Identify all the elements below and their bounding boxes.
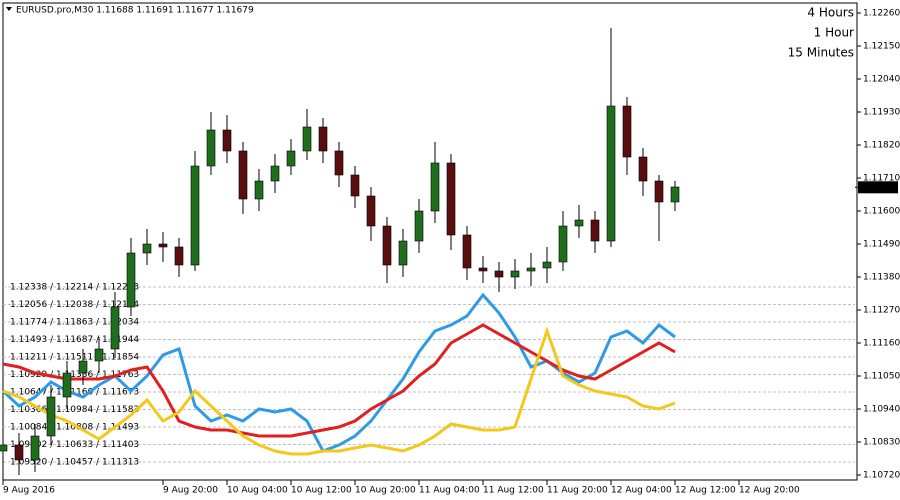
legend-label: 4 Hours bbox=[807, 6, 854, 20]
candle-body bbox=[494, 270, 504, 278]
candle-body bbox=[510, 270, 520, 278]
level-label: 1.12338 / 1.12214 / 1.12213 bbox=[10, 283, 139, 293]
candle-body bbox=[670, 186, 680, 203]
x-tick-label: 11 Aug 20:00 bbox=[547, 486, 608, 496]
level-label: 1.11774 / 1.11863 / 1.12034 bbox=[10, 318, 139, 328]
candle-body bbox=[526, 267, 536, 272]
level-label: 1.09520 / 1.10457 / 1.11313 bbox=[10, 458, 139, 468]
x-tick-label: 9 Aug 20:00 bbox=[163, 486, 218, 496]
candle-body bbox=[622, 105, 632, 158]
candle-body bbox=[270, 165, 280, 182]
last-price-label: 1.11679 bbox=[861, 183, 898, 193]
chart-title: EURUSD.pro,M30 1.11688 1.11691 1.11677 1… bbox=[16, 6, 254, 16]
candle-body bbox=[446, 162, 456, 236]
candle-body bbox=[46, 396, 56, 437]
candle-body bbox=[158, 243, 168, 248]
candle-body bbox=[62, 372, 72, 398]
candle-body bbox=[638, 156, 648, 182]
candle-body bbox=[398, 240, 408, 266]
level-label: 1.10929 / 1.11336 / 1.11763 bbox=[10, 370, 139, 380]
candle-body bbox=[78, 360, 88, 374]
candle-body bbox=[590, 219, 600, 242]
y-tick-label: 1.11600 bbox=[863, 207, 900, 217]
menu-arrow[interactable] bbox=[6, 7, 12, 11]
candle-body bbox=[558, 225, 568, 263]
candle-body bbox=[110, 306, 120, 350]
candle-body bbox=[142, 243, 152, 254]
x-tick-label: 9 Aug 2016 bbox=[3, 486, 55, 496]
x-tick-label: 12 Aug 12:00 bbox=[675, 486, 736, 496]
candle-body bbox=[126, 252, 136, 308]
y-tick-label: 1.11160 bbox=[863, 339, 900, 349]
candle-body bbox=[366, 195, 376, 227]
y-tick-label: 1.11380 bbox=[863, 273, 900, 283]
x-tick-label: 10 Aug 04:00 bbox=[227, 486, 288, 496]
candle-body bbox=[606, 105, 616, 242]
candle-body bbox=[478, 267, 488, 272]
candle-body bbox=[238, 150, 248, 200]
candle-body bbox=[414, 210, 424, 242]
indicator-line bbox=[2, 323, 676, 438]
candle-body bbox=[14, 444, 24, 461]
level-label: 1.11493 / 1.11687 / 1.11944 bbox=[10, 335, 139, 345]
candle-body bbox=[190, 165, 200, 266]
x-tick-label: 12 Aug 04:00 bbox=[611, 486, 672, 496]
level-label: 1.11211 / 1.11511 / 1.11854 bbox=[10, 353, 139, 363]
candle-body bbox=[382, 225, 392, 266]
level-label: 1.10366 / 1.10984 / 1.11583 bbox=[10, 405, 139, 415]
candle-body bbox=[174, 246, 184, 266]
candle-body bbox=[222, 129, 232, 152]
candle-body bbox=[542, 261, 552, 269]
candle-body bbox=[462, 234, 472, 269]
level-label: 1.12056 / 1.12038 / 1.12124 bbox=[10, 300, 139, 310]
candle-body bbox=[30, 435, 40, 461]
x-tick-label: 12 Aug 20:00 bbox=[739, 486, 800, 496]
x-tick-label: 10 Aug 20:00 bbox=[355, 486, 416, 496]
candle-body bbox=[318, 126, 328, 152]
y-tick-label: 1.11050 bbox=[863, 372, 900, 382]
indicator-line bbox=[2, 326, 676, 456]
candle-body bbox=[94, 348, 104, 362]
plot-frame bbox=[2, 2, 858, 481]
y-tick-label: 1.10720 bbox=[863, 471, 900, 481]
x-tick-label: 11 Aug 12:00 bbox=[483, 486, 544, 496]
y-tick-label: 1.11270 bbox=[863, 306, 900, 316]
last-price-box bbox=[858, 181, 898, 194]
x-tick-label: 11 Aug 04:00 bbox=[419, 486, 480, 496]
candle-body bbox=[334, 150, 344, 176]
legend-label: 15 Minutes bbox=[788, 46, 854, 60]
legend-label: 1 Hour bbox=[814, 26, 854, 40]
y-tick-label: 1.10940 bbox=[863, 405, 900, 415]
candle-body bbox=[206, 129, 216, 167]
y-tick-label: 1.11490 bbox=[863, 240, 900, 250]
level-label: 1.10084 / 1.10808 / 1.11493 bbox=[10, 423, 139, 433]
y-tick-label: 1.12150 bbox=[863, 42, 900, 52]
level-label: 1.09802 / 1.10633 / 1.11403 bbox=[10, 440, 139, 450]
candle-body bbox=[654, 180, 664, 203]
y-tick-label: 1.11710 bbox=[863, 174, 900, 184]
candle-body bbox=[254, 180, 264, 200]
candle-body bbox=[302, 126, 312, 152]
candle-body bbox=[574, 219, 584, 227]
y-tick-label: 1.10830 bbox=[863, 438, 900, 448]
y-tick-label: 1.11930 bbox=[863, 108, 900, 118]
y-tick-label: 1.12040 bbox=[863, 75, 900, 85]
candle-body bbox=[0, 444, 8, 452]
candle-body bbox=[286, 150, 296, 167]
y-tick-label: 1.12260 bbox=[863, 9, 900, 19]
candle-body bbox=[430, 162, 440, 212]
y-tick-label: 1.11820 bbox=[863, 141, 900, 151]
candle-body bbox=[350, 174, 360, 197]
x-tick-label: 10 Aug 12:00 bbox=[291, 486, 352, 496]
